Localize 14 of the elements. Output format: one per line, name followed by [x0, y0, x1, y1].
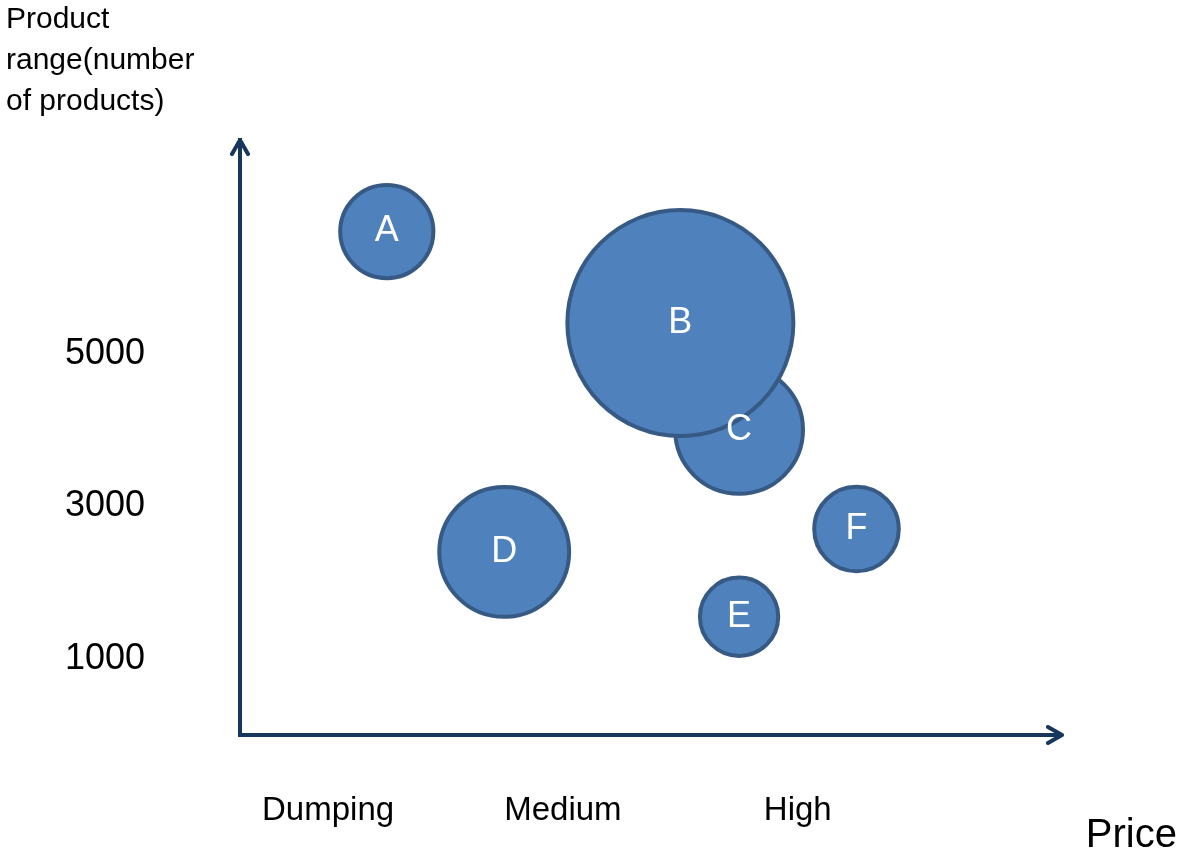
y-tick-label: 1000: [64, 635, 145, 677]
x-tick-label: Medium: [504, 789, 622, 827]
x-tick-label: High: [763, 789, 832, 827]
x-axis-title: Price: [1085, 811, 1177, 853]
series-label: A: [374, 208, 399, 250]
series-label: C: [726, 406, 753, 448]
x-tick-label: Dumping: [262, 789, 395, 827]
series-label: E: [727, 593, 752, 635]
series-label: B: [668, 300, 693, 341]
y-axis-title: Product range(number of products): [6, 1, 195, 116]
series-label: D: [491, 528, 518, 570]
y-tick-label: 5000: [64, 330, 145, 372]
series-label: F: [845, 505, 868, 547]
y-tick-label: 3000: [64, 483, 145, 525]
